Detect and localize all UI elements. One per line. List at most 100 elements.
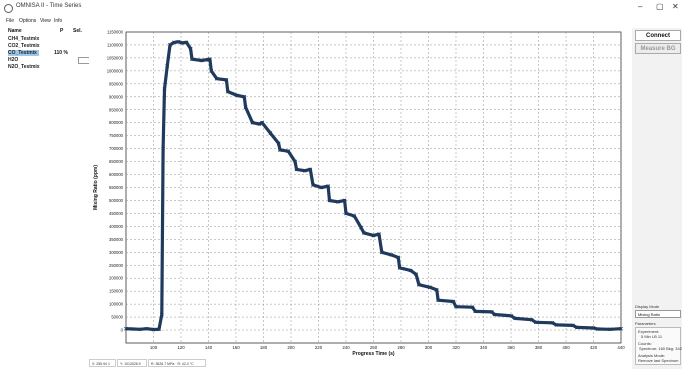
data-point — [294, 167, 299, 172]
y-tick-label: 500000 — [109, 198, 124, 203]
data-point — [377, 232, 381, 237]
gas-name-header: Name — [8, 28, 22, 34]
data-point — [293, 159, 298, 164]
gas-row-co2[interactable]: CO2_Testmix — [6, 43, 88, 50]
x-tick-label: 340 — [480, 345, 488, 350]
window-title: OMNISA II - Time Series — [16, 3, 82, 9]
y-tick-label: 1100000 — [107, 42, 124, 47]
data-point — [214, 76, 219, 81]
gas-panel: Name P Sel. CH4_Testmix CO2_Testmix CO_T… — [6, 28, 92, 353]
x-tick-label: 100 — [150, 345, 158, 350]
display-mode-label: Display Mode — [635, 304, 660, 309]
menu-view[interactable]: View — [40, 18, 51, 24]
data-point — [414, 272, 419, 277]
experiment-label: Experiment: — [638, 329, 660, 334]
gas-row-n2o[interactable]: N2O_Testmix — [6, 64, 88, 71]
y-tick-label: 300000 — [109, 250, 124, 255]
y-tick-label: 1150000 — [107, 30, 124, 35]
data-point — [352, 214, 357, 218]
data-point — [427, 285, 432, 290]
y-tick-label: 100000 — [109, 302, 124, 307]
data-point — [242, 94, 247, 99]
y-tick-label: 650000 — [109, 159, 124, 164]
data-point — [184, 40, 189, 45]
analysis-label: Analysis Mode: — [638, 353, 666, 358]
data-point — [162, 87, 167, 91]
y-tick-label: 800000 — [109, 120, 124, 125]
x-tick-label: 260 — [370, 345, 378, 350]
measure-bg-button[interactable]: Measure BG — [635, 43, 681, 54]
y-tick-label: 350000 — [109, 237, 124, 242]
x-axis-label: Progress Time (s) — [352, 351, 394, 357]
data-point — [470, 305, 475, 310]
data-point — [278, 148, 282, 152]
y-tick-label: 0 — [121, 328, 124, 333]
data-point — [408, 268, 413, 273]
data-point — [595, 327, 600, 331]
connect-button[interactable]: Connect — [635, 30, 681, 41]
data-point — [492, 312, 497, 317]
data-point — [243, 105, 248, 110]
data-point — [416, 282, 421, 287]
x-tick-label: 160 — [232, 345, 240, 350]
x-tick-label: 240 — [342, 345, 350, 350]
data-point — [335, 199, 340, 204]
y-tick-label: 600000 — [109, 172, 124, 177]
data-point — [554, 322, 559, 327]
status-y: Y: 1013026.9 — [117, 359, 147, 367]
gas-name: H2O — [8, 57, 19, 63]
data-point — [168, 43, 172, 47]
data-point — [165, 63, 170, 68]
gas-row-co[interactable]: CO_Testmix 110 % — [6, 50, 88, 57]
data-point — [199, 58, 204, 63]
x-tick-label: 140 — [205, 345, 213, 350]
data-point — [225, 89, 230, 94]
menu-options[interactable]: Options — [19, 18, 37, 24]
status-x: X: 255.94 1 — [89, 359, 116, 367]
y-tick-label: 400000 — [109, 224, 124, 229]
menu-file[interactable]: File — [6, 18, 15, 24]
x-tick-label: 360 — [507, 345, 515, 350]
data-point — [286, 149, 291, 154]
control-panel: Connect Measure BG Display Mode Mixing R… — [632, 28, 682, 369]
data-point — [570, 323, 575, 328]
data-point — [180, 40, 185, 45]
data-point — [268, 131, 273, 135]
data-point — [311, 182, 315, 187]
gas-name: N2O_Testmix — [8, 64, 40, 70]
chart-svg: 0 50000 100000 150000 200000 250000 300000 3500… — [93, 30, 625, 358]
display-mode-select[interactable]: Mixing Ratio — [635, 310, 681, 318]
data-point — [396, 255, 401, 260]
data-point — [235, 93, 240, 98]
data-point — [308, 167, 313, 172]
app-logo-icon — [4, 4, 13, 13]
y-tick-label: 850000 — [109, 107, 124, 112]
y-tick-label: 550000 — [109, 185, 124, 190]
data-point — [529, 317, 534, 322]
gas-row-ch4[interactable]: CH4_Testmix — [6, 36, 88, 43]
status-readout: R: 3626.7 MPa · R: 42.4 °C — [148, 359, 206, 367]
data-point — [342, 198, 347, 203]
data-point — [161, 146, 166, 151]
data-point — [209, 68, 214, 73]
y-tick-label: 1050000 — [107, 55, 124, 60]
menu-info[interactable]: Info — [54, 18, 63, 24]
data-point — [319, 185, 324, 190]
data-point — [359, 225, 364, 230]
data-point — [454, 304, 458, 309]
maximize-button[interactable]: ▢ — [656, 2, 664, 11]
x-tick-label: 420 — [590, 345, 598, 350]
x-tick-label: 220 — [315, 345, 323, 350]
y-axis-label: Mixing Ratio (ppm) — [93, 165, 99, 210]
x-tick-label: 380 — [535, 345, 543, 350]
minimize-button[interactable]: – — [638, 2, 643, 11]
gas-name: CH4_Testmix — [8, 36, 40, 42]
close-button[interactable]: ✕ — [672, 2, 679, 11]
data-point — [361, 230, 366, 235]
data-point — [489, 309, 494, 314]
y-tick-label: 700000 — [109, 146, 124, 151]
data-point — [124, 326, 128, 331]
gas-name: CO2_Testmix — [8, 43, 40, 49]
data-point — [473, 309, 478, 314]
gas-row-h2o[interactable]: H2O — [6, 57, 92, 64]
